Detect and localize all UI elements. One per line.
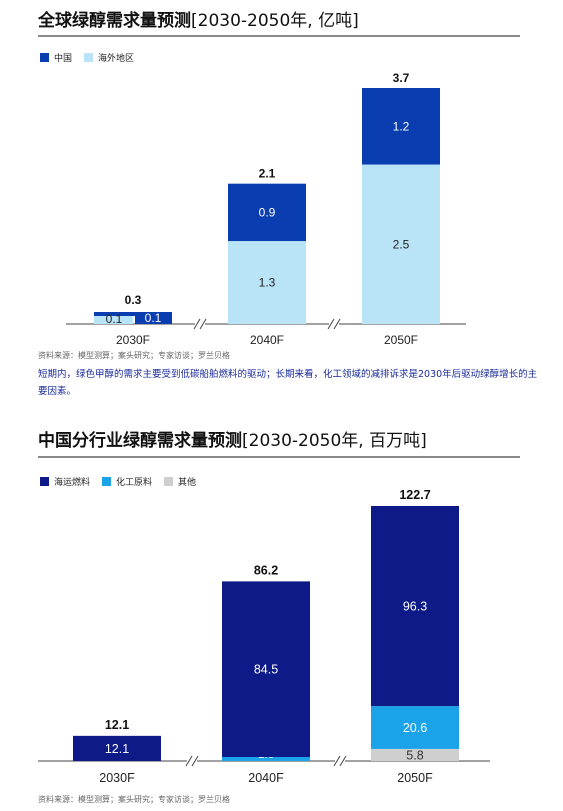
total-label-2040F: 86.2 (254, 563, 278, 577)
x-tick-label-2040F: 2040F (250, 333, 284, 347)
data-label-china-2050F: 1.2 (393, 119, 410, 133)
data-label-china-2030F: 0.1 (145, 311, 162, 325)
legend-item-shipping: 海运燃料 (40, 475, 90, 488)
total-label-2050F: 122.7 (399, 488, 430, 502)
chart1-commentary: 短期内，绿色甲醇的需求主要受到低碳船舶燃料的驱动；长期来看，化工领域的减排诉求是… (38, 369, 538, 397)
chart2-legend: 海运燃料 化工原料 其他 (40, 475, 208, 488)
bar-overseas-2030F (94, 316, 133, 324)
data-label-overseas-2040F: 1.3 (259, 276, 276, 290)
data-label-shipping-2050F: 96.3 (403, 600, 427, 614)
bar-overseas-2040F (228, 241, 306, 324)
axis-break-mark (185, 755, 193, 767)
chart1-title-rule (38, 35, 520, 37)
legend-item-other: 其他 (164, 475, 196, 488)
bar-china-2050F (362, 88, 440, 165)
bar-shipping-2050F (371, 506, 459, 707)
x-tick-label-2050F: 2050F (384, 333, 418, 347)
total-label-2040F: 2.1 (259, 167, 276, 181)
data-label-overseas-2050F: 2.5 (393, 237, 410, 251)
bar-china-2030F (94, 312, 172, 316)
bar-other-2050F (371, 748, 459, 761)
total-label-2030F: 12.1 (105, 718, 129, 732)
axis-break-mark (327, 318, 335, 330)
legend-item-china: 中国 (40, 51, 72, 64)
legend-item-chemical: 化工原料 (102, 475, 152, 488)
data-label-chemical-2050F: 20.6 (403, 721, 427, 735)
chart2-source: 资料来源：模型测算；案头研究；专家访谈；罗兰贝格 (38, 795, 230, 804)
chart2-title: 中国分行业绿醇需求量预测[2030-2050年, 百万吨] (38, 426, 427, 451)
legend-label-overseas: 海外地区 (98, 54, 135, 64)
x-tick-label-2040F: 2040F (248, 771, 284, 785)
chart1-title-main: 全球绿醇需求量预测 (38, 11, 191, 31)
chart1-title: 全球绿醇需求量预测[2030-2050年, 亿吨] (38, 6, 359, 31)
data-label-china-2040F: 0.9 (259, 205, 276, 219)
bar-china-segment-2030F (135, 312, 172, 324)
chart2-title-main: 中国分行业绿醇需求量预测 (38, 431, 242, 451)
chart1-source: 资料来源：模型测算；案头研究；专家访谈；罗兰贝格 (38, 351, 230, 360)
axis-break-mark (333, 755, 341, 767)
chart1-plot: 0.1 0.10.3 2030F 1.3 0.9 2.1 2040F 2.5 1.2 3.7 205… (66, 71, 466, 347)
legend-swatch-overseas (84, 53, 94, 62)
legend-swatch-other (164, 477, 174, 486)
legend-swatch-shipping (40, 477, 49, 486)
legend-label-chemical: 化工原料 (116, 478, 153, 488)
axis-break-mark (339, 755, 347, 767)
bar-chemical-2050F (371, 706, 459, 749)
axis-break-mark (191, 755, 199, 767)
x-tick-label-2030F: 2030F (116, 333, 150, 347)
chart2-title-unit: [2030-2050年, 百万吨] (242, 431, 427, 451)
x-tick-label-2030F: 2030F (99, 771, 135, 785)
data-label-other-2050F: 5.8 (406, 748, 423, 762)
bar-shipping-2040F (222, 581, 310, 757)
data-label-overseas-2030F: 0.1 (106, 312, 123, 326)
legend-label-shipping: 海运燃料 (54, 478, 91, 488)
x-tick-label-2050F: 2050F (397, 771, 433, 785)
legend-swatch-china (40, 53, 49, 62)
total-label-2050F: 3.7 (393, 71, 410, 85)
chart2-title-rule (38, 456, 520, 458)
data-label-shipping-2030F: 12.1 (105, 742, 129, 756)
chart1-title-unit: [2030-2050年, 亿吨] (191, 11, 359, 31)
axis-break-mark (199, 318, 207, 330)
legend-label-china: 中国 (54, 54, 73, 64)
bar-overseas-2050F (362, 164, 440, 324)
legend-item-overseas: 海外地区 (84, 51, 134, 64)
data-label-shipping-2040F: 84.5 (254, 663, 278, 677)
axis-break-mark (193, 318, 201, 330)
legend-label-other: 其他 (178, 478, 197, 488)
legend-swatch-chemical (102, 477, 112, 486)
chart1-legend: 中国 海外地区 (40, 51, 146, 64)
axis-break-mark (333, 318, 341, 330)
bar-shipping-2030F (73, 735, 161, 761)
bar-china-2040F (228, 183, 306, 242)
total-label-2030F: 0.3 (125, 293, 142, 307)
